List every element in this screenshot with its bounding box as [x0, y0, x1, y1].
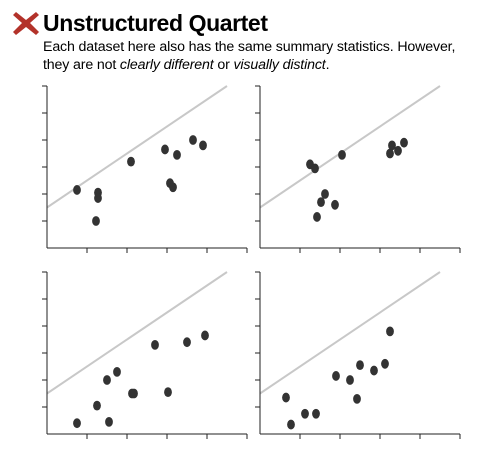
chart-header: Unstructured Quartet Each dataset here a… — [12, 8, 482, 74]
subtitle-mid: or — [213, 57, 234, 73]
trend-line — [259, 271, 441, 395]
data-point — [173, 149, 181, 160]
data-point — [73, 418, 81, 429]
chart-subtitle: Each dataset here also has the same summ… — [43, 38, 482, 74]
data-point — [338, 149, 346, 160]
chart-title: Unstructured Quartet — [43, 9, 268, 36]
scatter-panel-1 — [42, 85, 248, 253]
subtitle-suffix: . — [325, 57, 330, 73]
data-point — [282, 392, 290, 403]
data-point — [381, 358, 389, 369]
subtitle-emphasis-1: clearly different — [119, 57, 214, 73]
scatter-panel-3 — [42, 271, 248, 439]
data-point — [400, 137, 408, 148]
data-point — [169, 182, 177, 193]
subtitle-line-2: they are not clearly different or visual… — [43, 56, 482, 74]
data-point — [73, 185, 81, 195]
data-point — [105, 416, 113, 427]
data-point — [130, 388, 138, 399]
data-point — [312, 408, 320, 419]
trend-line — [259, 85, 441, 209]
data-point — [127, 156, 135, 167]
data-point — [331, 199, 339, 210]
data-point — [386, 326, 394, 337]
data-point — [313, 212, 321, 222]
data-point — [183, 337, 191, 348]
data-point — [201, 330, 209, 341]
data-point — [103, 375, 111, 385]
data-point — [301, 408, 309, 419]
scatter-panel-2 — [255, 85, 461, 253]
data-point — [151, 340, 159, 350]
trend-line — [46, 271, 228, 395]
data-point — [311, 163, 319, 174]
data-point — [93, 400, 101, 411]
scatter-panel-4 — [255, 271, 461, 439]
subtitle-emphasis-2: visually distinct — [233, 57, 326, 73]
data-point — [394, 145, 402, 156]
data-point — [356, 360, 364, 371]
title-row: Unstructured Quartet — [12, 8, 482, 38]
data-point — [332, 371, 340, 381]
data-point — [189, 135, 197, 145]
data-point — [353, 394, 361, 404]
data-point — [161, 144, 169, 155]
data-point — [199, 140, 207, 151]
subtitle-line-1: Each dataset here also has the same summ… — [43, 39, 456, 55]
data-point — [346, 375, 354, 385]
data-point — [92, 216, 100, 226]
data-point — [388, 140, 396, 151]
x-cross-icon — [13, 12, 39, 35]
subtitle-prefix: they are not — [43, 57, 120, 73]
data-point — [113, 367, 121, 377]
data-point — [164, 387, 172, 398]
data-point — [94, 193, 102, 203]
data-point — [321, 189, 329, 199]
data-point — [287, 419, 295, 430]
data-point — [370, 365, 378, 376]
data-point — [386, 148, 394, 159]
data-point — [317, 197, 325, 208]
